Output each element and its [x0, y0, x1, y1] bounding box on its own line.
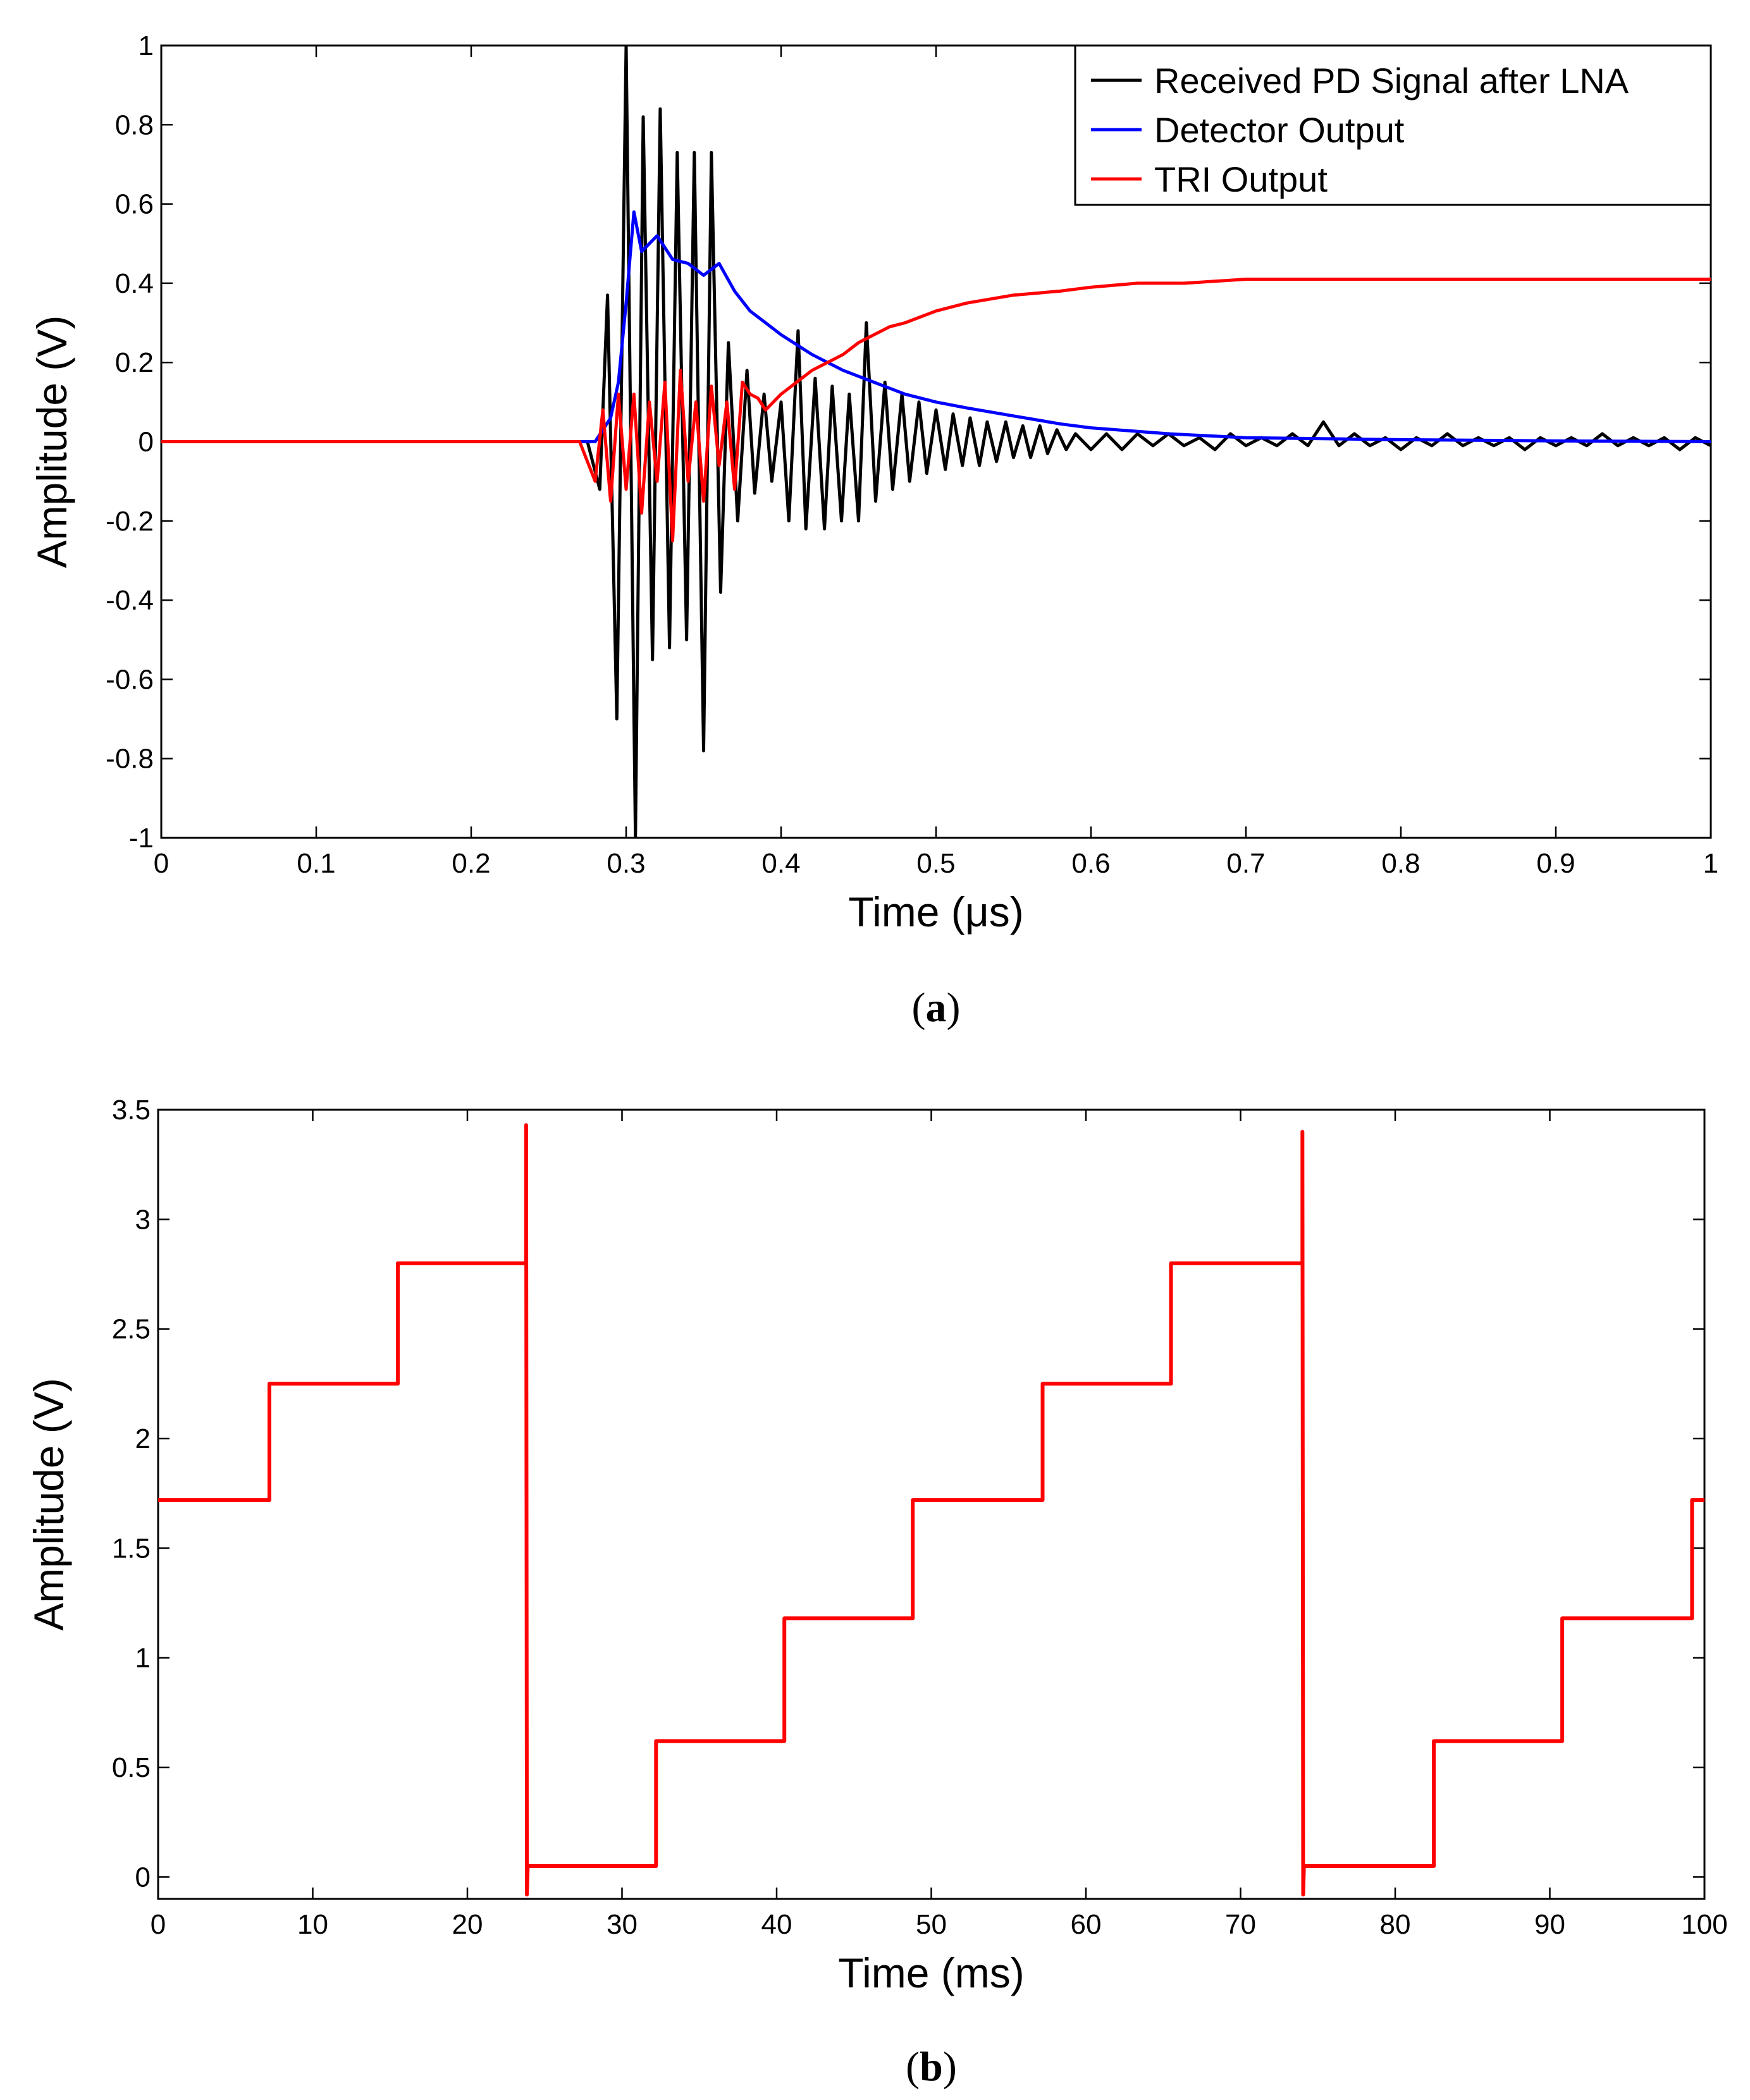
y-tick-label: 0.4 [115, 268, 154, 299]
y-tick-label: 0.6 [115, 189, 154, 220]
x-tick-label: 0.8 [1381, 848, 1420, 879]
y-tick-label: -0.2 [106, 506, 154, 537]
x-tick-label: 0 [154, 848, 169, 879]
x-tick-label: 90 [1534, 1909, 1565, 1940]
x-tick-label: 0.2 [452, 848, 490, 879]
x-tick-label: 80 [1380, 1909, 1411, 1940]
x-tick-label: 100 [1681, 1909, 1727, 1940]
y-tick-label: -0.8 [106, 744, 154, 775]
y-tick-label: 3 [135, 1204, 151, 1235]
series-line-tri-output [161, 278, 1711, 543]
y-axis-label: Amplitude (V) [28, 316, 75, 568]
x-axis-label: Time (μs) [848, 888, 1024, 935]
caption-open: ( [912, 985, 926, 1031]
caption-close: ) [943, 2044, 957, 2090]
legend-label: Detector Output [1154, 110, 1405, 150]
caption-close: ) [947, 985, 961, 1031]
legend-label: TRI Output [1154, 159, 1328, 199]
x-axis-label: Time (ms) [838, 1950, 1025, 1996]
x-tick-label: 50 [916, 1909, 947, 1940]
y-tick-label: 0 [135, 1862, 151, 1893]
caption-letter: a [926, 985, 947, 1031]
figure-caption: (a) [912, 985, 961, 1031]
series-line-detector-output [161, 210, 1711, 443]
y-tick-label: 0 [139, 427, 154, 458]
y-tick-label: 0.2 [115, 347, 154, 378]
y-tick-label: 1 [135, 1643, 151, 1674]
legend-box [1074, 44, 1712, 206]
x-tick-label: 70 [1225, 1909, 1256, 1940]
x-tick-label: 20 [452, 1909, 483, 1940]
x-tick-label: 0.6 [1071, 848, 1110, 879]
x-tick-label: 0 [151, 1909, 166, 1940]
legend-label: Received PD Signal after LNA [1154, 61, 1629, 101]
series-line-tri-output [158, 1123, 1704, 1897]
x-tick-label: 0.7 [1226, 848, 1265, 879]
y-axis-label: Amplitude (V) [25, 1378, 72, 1631]
y-tick-label: 2 [135, 1423, 151, 1454]
y-tick-label: 2.5 [112, 1314, 151, 1345]
legend: Received PD Signal after LNA Detector Out… [1074, 44, 1712, 206]
x-tick-label: 10 [297, 1909, 328, 1940]
x-tick-label: 0.3 [607, 848, 645, 879]
x-tick-label: 0.5 [916, 848, 955, 879]
y-tick-label: 1.5 [112, 1533, 151, 1564]
y-tick-label: -0.6 [106, 664, 154, 695]
plot-frame [157, 1108, 1706, 1900]
x-tick-label: 0.4 [761, 848, 800, 879]
y-tick-label: 0.5 [112, 1752, 151, 1783]
chart-b: 0 10 20 30 40 50 60 70 80 90 100 0 0.5 1 1.5 2 2.5 3 3.5 Ti… [25, 1095, 1728, 2090]
x-tick-label: 60 [1071, 1909, 1102, 1940]
x-tick-label: 0.9 [1536, 848, 1575, 879]
y-tick-label: 1 [139, 30, 154, 61]
x-tick-label: 0.1 [297, 848, 335, 879]
caption-open: ( [906, 2044, 920, 2090]
x-tick-label: 30 [607, 1909, 638, 1940]
x-tick-label: 1 [1703, 848, 1718, 879]
x-tick-label: 40 [761, 1909, 792, 1940]
y-tick-label: -1 [129, 823, 154, 854]
y-tick-label: -0.4 [106, 585, 154, 616]
figure-caption: (b) [906, 2044, 957, 2090]
caption-letter: b [920, 2044, 943, 2090]
chart-a: 0 0.1 0.2 0.3 0.4 0.5 0.6 0.7 0.8 0.9 1 -1 -0.8 -0.6 -… [28, 30, 1718, 1031]
y-tick-label: 3.5 [112, 1095, 151, 1126]
y-tick-label: 0.8 [115, 109, 154, 140]
